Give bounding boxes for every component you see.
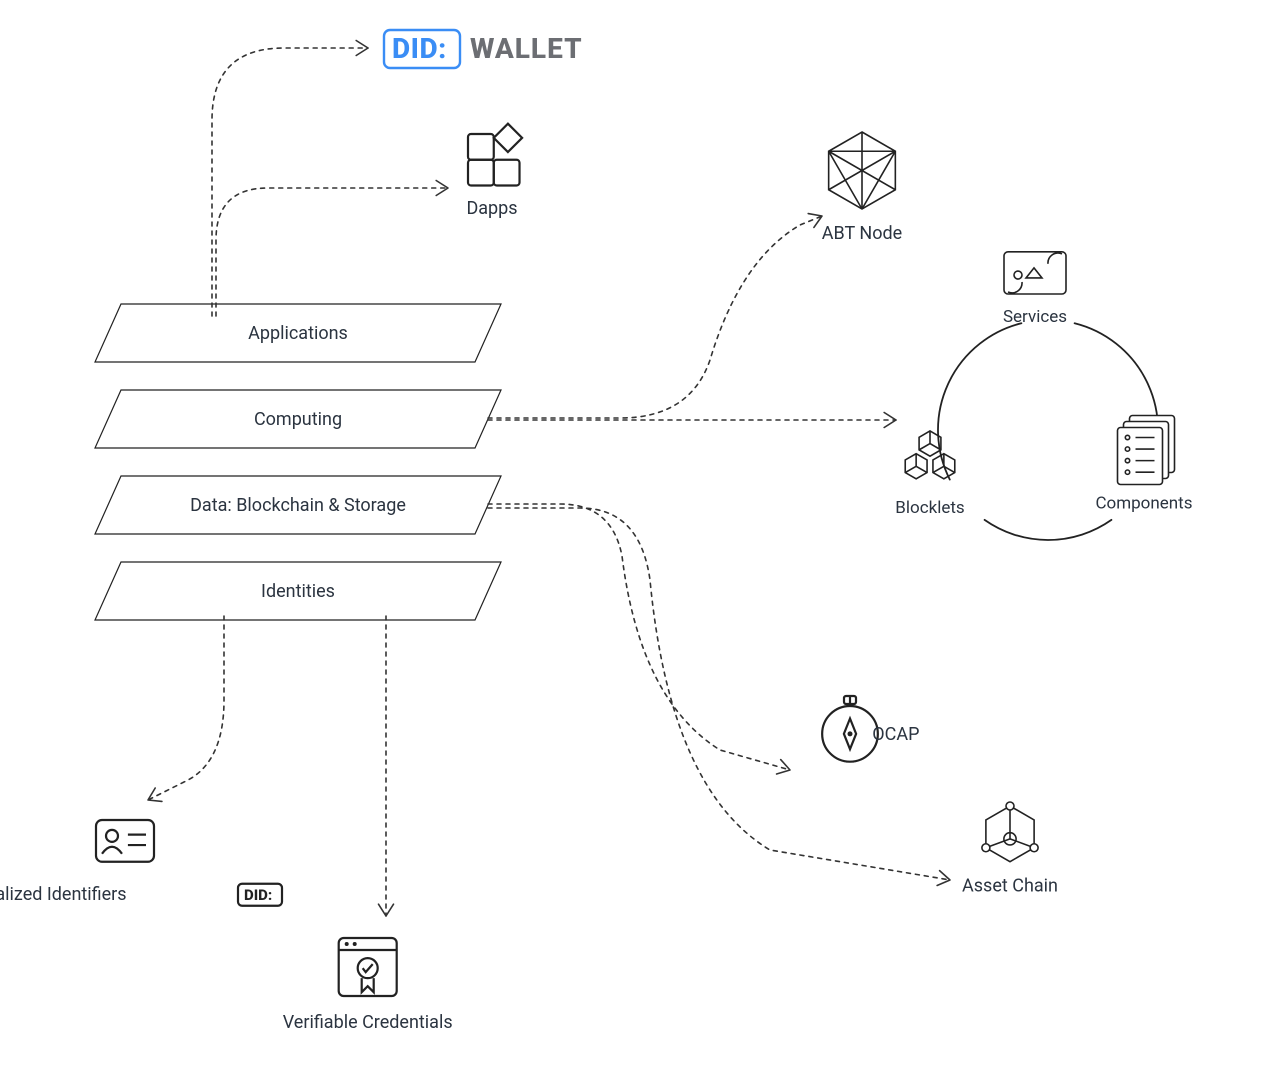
decentralized-identifiers-label: Decentralized Identifiers bbox=[0, 884, 127, 905]
assetchain-icon bbox=[982, 802, 1038, 862]
arrow-computing-to-abtnode bbox=[488, 214, 822, 418]
services-node: Services bbox=[1003, 252, 1067, 327]
arrow-computing-to-circle bbox=[488, 412, 896, 427]
stack-layer-identities: Identities bbox=[95, 562, 501, 620]
id-card-icon bbox=[96, 820, 154, 862]
abtnode-node: ABT Node bbox=[822, 132, 902, 244]
components-node: Components bbox=[1095, 416, 1192, 514]
did-wallet-node: DID: WALLET bbox=[384, 30, 583, 68]
ocap-icon bbox=[822, 696, 878, 762]
components-icon bbox=[1118, 416, 1175, 485]
blocklets-node: Blocklets bbox=[895, 431, 964, 518]
components-label: Components bbox=[1095, 494, 1192, 514]
dapps-icon bbox=[468, 124, 522, 186]
stack-layer-computing: Computing bbox=[95, 390, 501, 448]
stack-layer-label: Identities bbox=[261, 581, 335, 602]
certificate-icon bbox=[339, 938, 397, 996]
ocap-label: OCAP bbox=[872, 724, 919, 745]
verifiable-credentials-node: Verifiable Credentials bbox=[283, 938, 453, 1033]
abtnode-icon bbox=[829, 132, 896, 209]
computing-circle: Services Blocklets Components bbox=[895, 252, 1192, 540]
abtnode-label: ABT Node bbox=[822, 223, 902, 244]
stack-layer-label: Computing bbox=[254, 409, 342, 430]
arrow-apps-to-wallet bbox=[212, 40, 368, 316]
blocklets-icon bbox=[905, 431, 955, 479]
arrow-identities-to-vc bbox=[378, 616, 393, 916]
arrow-identities-to-did bbox=[148, 616, 224, 801]
svg-text:DID:: DID: bbox=[244, 886, 272, 904]
stack-layer-label: Applications bbox=[248, 323, 348, 344]
ocap-node: OCAP bbox=[822, 696, 919, 762]
arrow-data-to-assetchain bbox=[488, 508, 950, 885]
arrow-apps-to-dapps bbox=[216, 180, 448, 316]
dapps-label: Dapps bbox=[466, 198, 517, 219]
services-icon bbox=[1004, 252, 1066, 294]
stack-layer-label: Data: Blockchain & Storage bbox=[190, 495, 406, 516]
services-label: Services bbox=[1003, 307, 1067, 327]
verifiable-credentials-label: Verifiable Credentials bbox=[283, 1012, 453, 1033]
assetchain-node: Asset Chain bbox=[962, 802, 1058, 897]
did-badge: DID: bbox=[238, 884, 282, 906]
decentralized-identifiers-node: Decentralized Identifiers DID: bbox=[0, 820, 282, 906]
did-text: DID: bbox=[392, 32, 447, 65]
wallet-text: WALLET bbox=[470, 32, 583, 65]
stack-layer-data: Data: Blockchain & Storage bbox=[95, 476, 501, 534]
stack-layer-applications: Applications bbox=[95, 304, 501, 362]
assetchain-label: Asset Chain bbox=[962, 876, 1058, 897]
dapps-node: Dapps bbox=[466, 124, 522, 219]
blocklets-label: Blocklets bbox=[895, 498, 964, 518]
arrow-data-to-ocap bbox=[488, 504, 790, 774]
